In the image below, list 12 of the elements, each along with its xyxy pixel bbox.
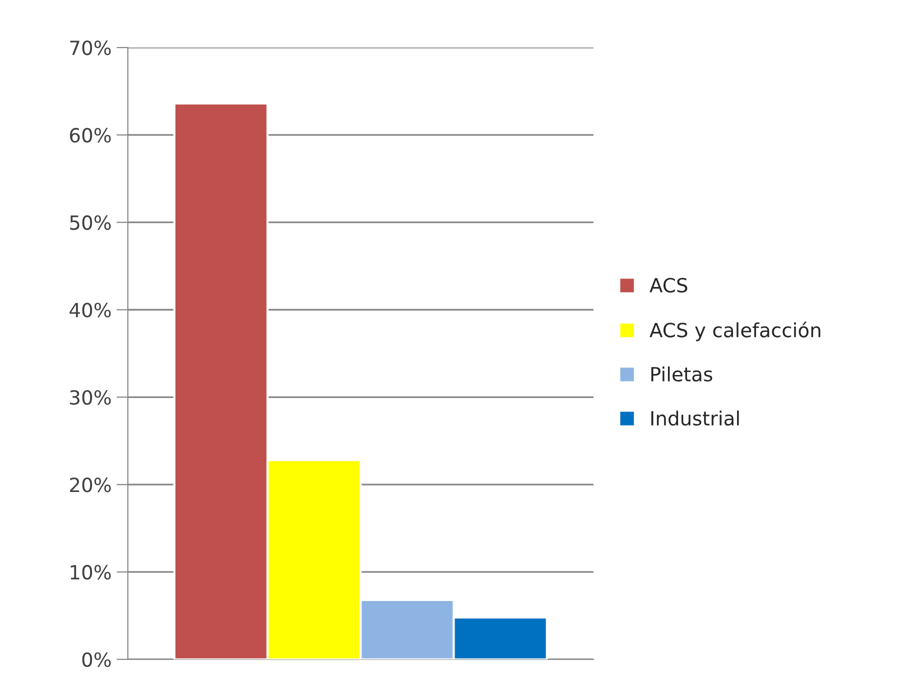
y-tick-label: 10% (70, 564, 111, 580)
y-tick-label: 60% (70, 128, 111, 143)
y-tick-label: 40% (70, 302, 111, 318)
legend-label: Industrial (651, 410, 739, 426)
y-tick-label: 30% (70, 390, 111, 405)
legend-label: ACS (650, 278, 688, 293)
y-tick-label: 20% (70, 478, 111, 492)
y-tick-label: 50% (70, 215, 111, 230)
legend-label: Piletas (651, 366, 712, 382)
y-tick-label: 0% (82, 652, 111, 668)
y-tick-label: 70% (70, 40, 111, 56)
legend-label: ACS y calefacción (650, 322, 820, 342)
